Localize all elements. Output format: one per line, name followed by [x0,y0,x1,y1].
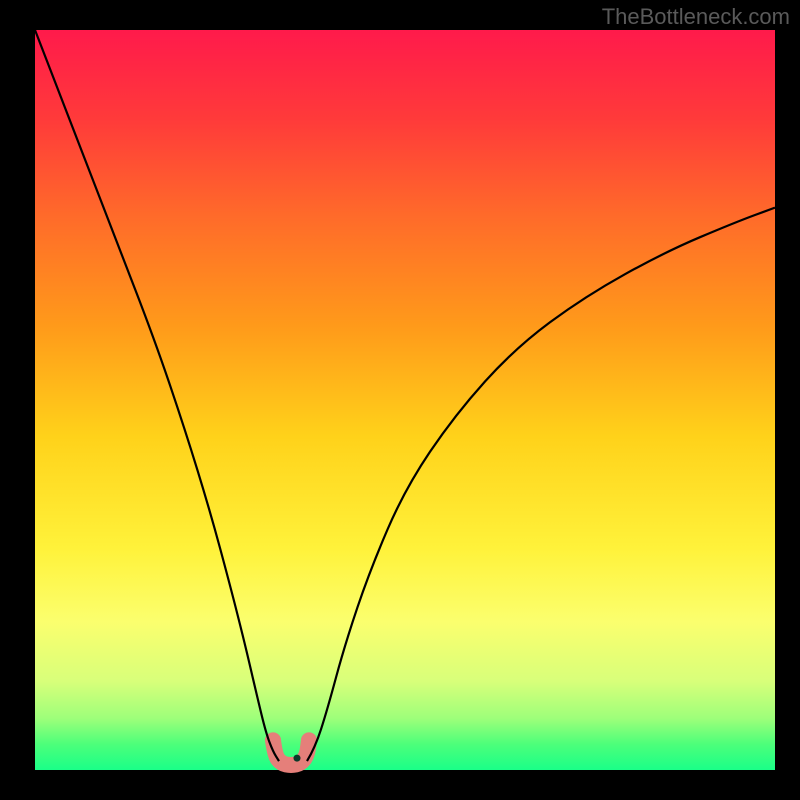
watermark-text: TheBottleneck.com [602,4,790,30]
bottleneck-chart-svg [0,0,800,800]
valley-center-dot [294,755,301,762]
chart-gradient-background [35,30,775,770]
chart-stage: TheBottleneck.com [0,0,800,800]
